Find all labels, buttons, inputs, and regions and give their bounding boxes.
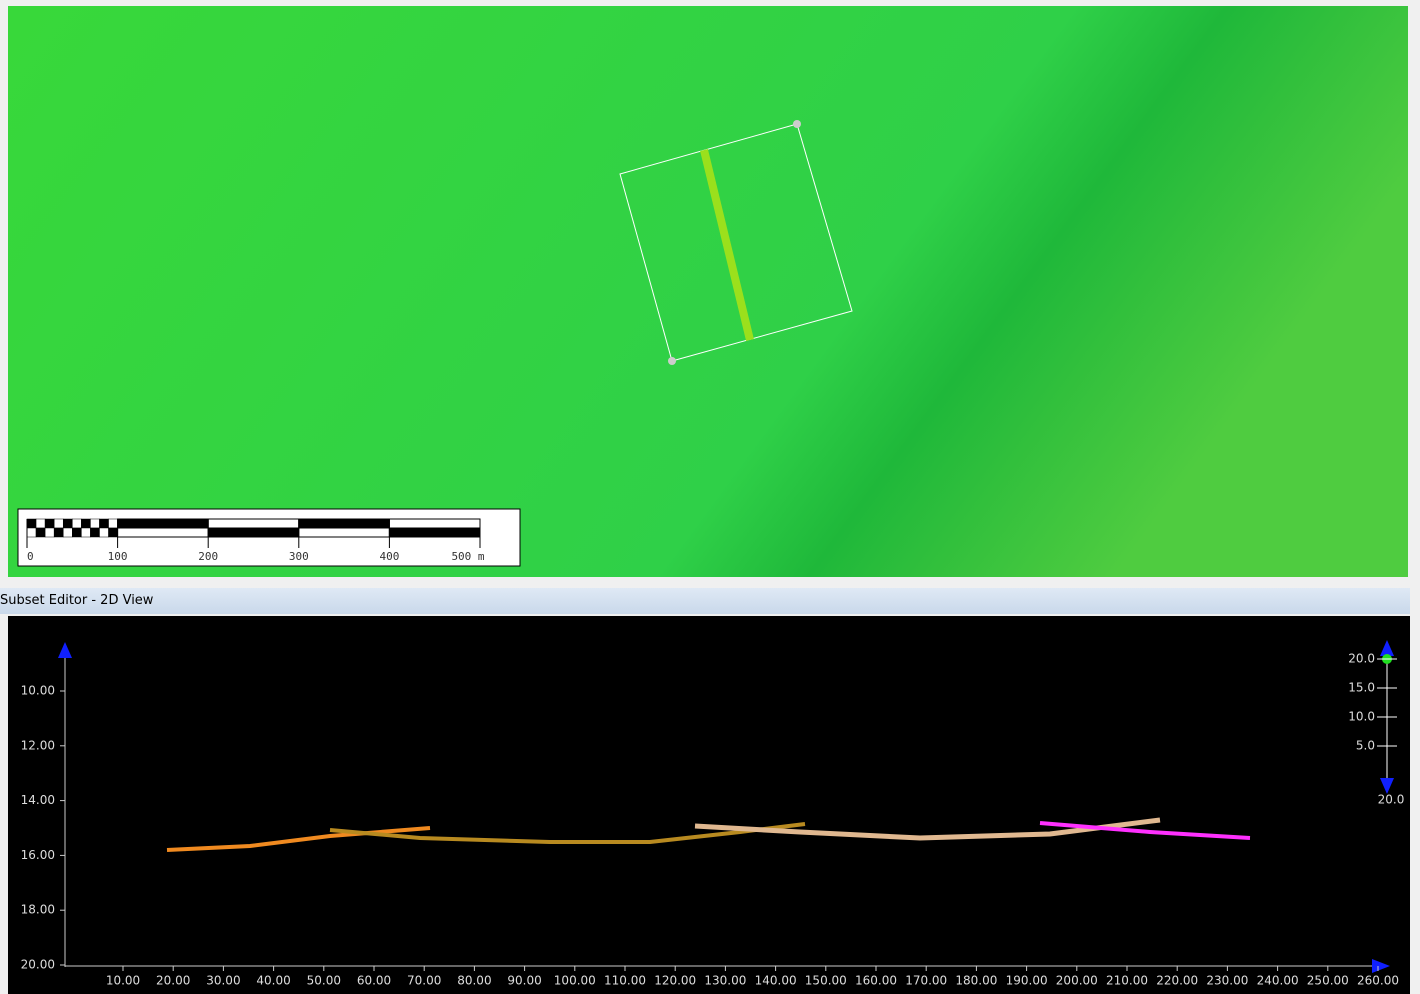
x-tick-label: 20.00 xyxy=(156,974,190,988)
y-tick-label: 18.00 xyxy=(21,903,55,917)
x-tick-label: 200.00 xyxy=(1056,974,1098,988)
x-tick-label: 10.00 xyxy=(106,974,140,988)
scale-cell xyxy=(299,519,390,528)
x-tick-label: 160.00 xyxy=(855,974,897,988)
x-tick-label: 260.00 xyxy=(1357,974,1399,988)
profile-background xyxy=(8,616,1410,994)
handle[interactable] xyxy=(668,357,676,365)
scale-cell xyxy=(90,519,99,528)
scale-cell xyxy=(72,519,81,528)
x-tick-label: 90.00 xyxy=(507,974,541,988)
scale-cell xyxy=(389,528,480,537)
x-tick-label: 230.00 xyxy=(1206,974,1248,988)
x-tick-label: 170.00 xyxy=(905,974,947,988)
scale-cell xyxy=(109,519,118,528)
scale-cell xyxy=(118,528,209,537)
scale-cell xyxy=(81,519,90,528)
y-tick-label: 14.00 xyxy=(21,793,55,807)
depth-label: 10.0 xyxy=(1348,710,1375,724)
x-tick-label: 180.00 xyxy=(955,974,997,988)
x-tick-label: 40.00 xyxy=(256,974,290,988)
scale-label: 200 xyxy=(198,550,218,563)
x-tick-label: 80.00 xyxy=(457,974,491,988)
scale-label: 500 m xyxy=(451,550,484,563)
profile-view: 20.0 10.00 12.00 14.00 16.00 18.00 20.00 10.00… xyxy=(0,614,1420,994)
x-tick-label: 150.00 xyxy=(805,974,847,988)
scale-label: 0 xyxy=(27,550,34,563)
x-tick-label: 130.00 xyxy=(704,974,746,988)
y-tick-label: 16.00 xyxy=(21,848,55,862)
x-tick-label: 140.00 xyxy=(755,974,797,988)
terrain xyxy=(8,6,1408,577)
scale-label: 300 xyxy=(289,550,309,563)
scale-cell xyxy=(27,519,36,528)
scale-label: 100 xyxy=(108,550,128,563)
scale-cell xyxy=(118,519,209,528)
depth-label: 20.0 xyxy=(1378,793,1405,807)
scale-cell xyxy=(99,519,108,528)
x-tick-label: 210.00 xyxy=(1106,974,1148,988)
y-tick-label: 10.00 xyxy=(21,684,55,698)
scale-cell xyxy=(45,519,54,528)
depth-label: 15.0 xyxy=(1348,681,1375,695)
scale-cell xyxy=(208,528,299,537)
x-tick-label: 100.00 xyxy=(554,974,596,988)
x-tick-label: 110.00 xyxy=(604,974,646,988)
scale-cell xyxy=(208,519,299,528)
scale-label: 400 xyxy=(379,550,399,563)
scale-cell xyxy=(45,528,54,537)
depth-label: 5.0 xyxy=(1356,739,1375,753)
scale-cell xyxy=(81,528,90,537)
y-tick-label: 12.00 xyxy=(21,738,55,752)
scale-cell xyxy=(54,528,63,537)
x-tick-label: 30.00 xyxy=(206,974,240,988)
scale-cell xyxy=(109,528,118,537)
scale-cell xyxy=(36,519,45,528)
handle[interactable] xyxy=(793,120,801,128)
scale-cell xyxy=(36,528,45,537)
depth-label: 20.0 xyxy=(1348,652,1375,666)
scale-cell xyxy=(63,519,72,528)
x-tick-label: 120.00 xyxy=(654,974,696,988)
x-tick-label: 240.00 xyxy=(1257,974,1299,988)
x-tick-label: 220.00 xyxy=(1156,974,1198,988)
scale-cell xyxy=(389,519,480,528)
scale-cell xyxy=(54,519,63,528)
map-view: 0 100 200 300 400 500 m xyxy=(0,0,1420,580)
scale-cell xyxy=(72,528,81,537)
panel-title: Subset Editor - 2D View xyxy=(0,588,1410,614)
y-tick-label: 20.00 xyxy=(21,958,55,972)
x-tick-label: 70.00 xyxy=(407,974,441,988)
scale-cell xyxy=(90,528,99,537)
x-tick-label: 60.00 xyxy=(357,974,391,988)
scale-cell xyxy=(27,528,36,537)
x-tick-label: 250.00 xyxy=(1307,974,1349,988)
scale-cell xyxy=(99,528,108,537)
x-tick-label: 190.00 xyxy=(1006,974,1048,988)
scale-cell xyxy=(63,528,72,537)
x-tick-label: 50.00 xyxy=(307,974,341,988)
page: 0 100 200 300 400 500 m Subset Editor - 2D Vi… xyxy=(0,0,1420,993)
scale-cell xyxy=(299,528,390,537)
